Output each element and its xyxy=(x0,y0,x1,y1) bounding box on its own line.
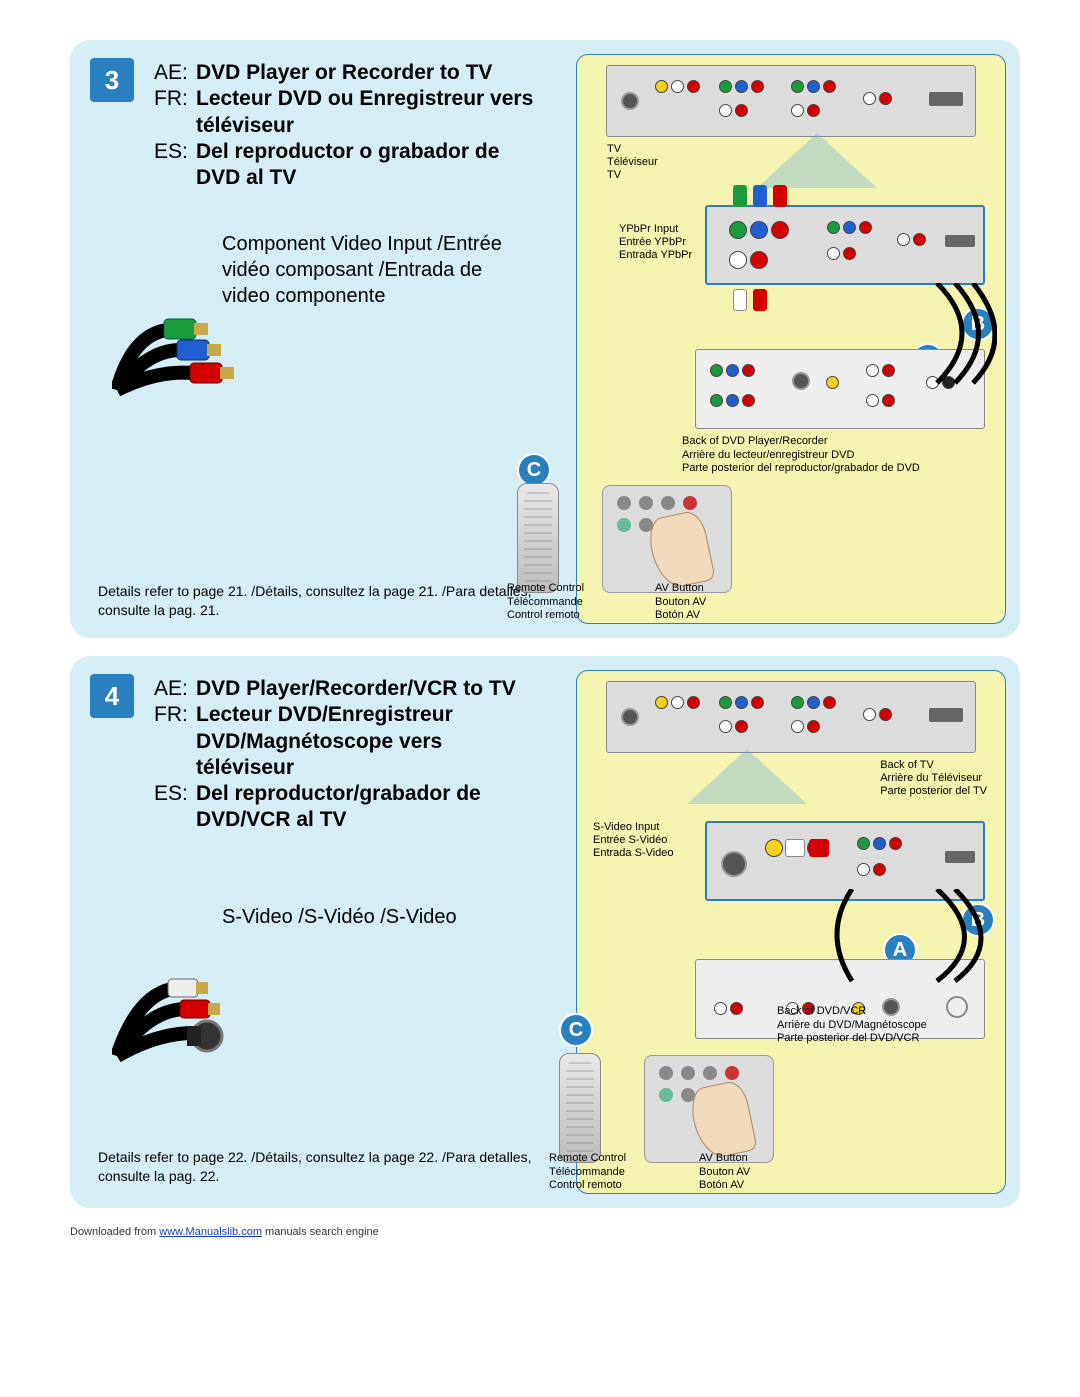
av-button-label: AV Button Bouton AV Botón AV xyxy=(655,582,706,623)
remote-label: Remote Control Télécommande Control remo… xyxy=(507,582,584,623)
manualslib-link[interactable]: www.Manualslib.com xyxy=(159,1226,262,1238)
av-button-press-icon xyxy=(644,1055,774,1163)
av-button-press-icon xyxy=(602,485,732,593)
remote-label: Remote Control Télécommande Control remo… xyxy=(549,1152,626,1193)
ypbpr-label: YPbPr Input Entrée YPbPr Entrada YPbPr xyxy=(619,223,692,263)
heading-ae: DVD Player/Recorder/VCR to TV xyxy=(196,676,516,702)
heading-fr: Lecteur DVD/Enregistreur DVD/Magnétoscop… xyxy=(196,702,534,781)
device-label: Back of DVD Player/Recorder Arrière du l… xyxy=(682,435,982,475)
remote-control-icon xyxy=(517,483,559,593)
ypbpr-zoom-panel xyxy=(705,205,985,285)
svideo-input-label: S-Video Input Entrée S-Vidéo Entrada S-V… xyxy=(593,821,674,861)
marker-c: C xyxy=(517,453,551,487)
section-3-diagram: TV Téléviseur TV YPbPr In xyxy=(576,54,1006,624)
svideo-label: S-Video /S-Vidéo /S-Video xyxy=(222,904,522,930)
footer-suffix: manuals search engine xyxy=(262,1226,379,1238)
heading-fr: Lecteur DVD ou Enregistreur vers télévis… xyxy=(196,86,534,139)
details-page-ref: Details refer to page 21. /Détails, cons… xyxy=(98,582,572,620)
heading-ae: DVD Player or Recorder to TV xyxy=(196,60,492,86)
section-4-headings: AE:DVD Player/Recorder/VCR to TV FR:Lect… xyxy=(154,676,534,834)
cable-run xyxy=(827,889,997,989)
details-page-ref: Details refer to page 22. /Détails, cons… xyxy=(98,1148,572,1186)
av-button-label: AV Button Bouton AV Botón AV xyxy=(699,1152,750,1193)
tv-back-panel xyxy=(606,65,976,137)
component-cable-illustration xyxy=(112,295,247,415)
device-label: Back of DVD/VCR Arrière du DVD/Magnétosc… xyxy=(777,1005,987,1045)
tv-label: TV Téléviseur TV xyxy=(607,143,658,183)
remote-control-icon xyxy=(559,1053,601,1163)
lang-es: ES: xyxy=(154,139,196,192)
section-4-panel: 4 AE:DVD Player/Recorder/VCR to TV FR:Le… xyxy=(70,656,1020,1208)
section-3-panel: 3 AE:DVD Player or Recorder to TV FR:Lec… xyxy=(70,40,1020,638)
cable-run xyxy=(827,283,997,393)
lang-ae: AE: xyxy=(154,676,196,702)
lang-ae: AE: xyxy=(154,60,196,86)
section-4-left-column: AE:DVD Player/Recorder/VCR to TV FR:Lect… xyxy=(92,676,572,1186)
tv-back-panel xyxy=(606,681,976,753)
lang-fr: FR: xyxy=(154,702,196,781)
footer-prefix: Downloaded from xyxy=(70,1226,159,1238)
section-3-headings: AE:DVD Player or Recorder to TV FR:Lecte… xyxy=(154,60,534,191)
page-footer: Downloaded from www.Manualslib.com manua… xyxy=(70,1226,1020,1238)
heading-es: Del reproductor o grabador de DVD al TV xyxy=(196,139,534,192)
tv-label: Back of TV Arrière du Téléviseur Parte p… xyxy=(880,759,987,799)
lang-es: ES: xyxy=(154,781,196,834)
heading-es: Del reproductor/grabador de DVD/VCR al T… xyxy=(196,781,534,834)
component-video-label: Component Video Input /Entrée vidéo comp… xyxy=(222,231,522,309)
svideo-cable-illustration xyxy=(112,951,247,1081)
section-3-left-column: AE:DVD Player or Recorder to TV FR:Lecte… xyxy=(92,60,572,620)
lang-fr: FR: xyxy=(154,86,196,139)
section-4-diagram: Back of TV Arrière du Téléviseur Parte p… xyxy=(576,670,1006,1194)
marker-c: C xyxy=(559,1013,593,1047)
